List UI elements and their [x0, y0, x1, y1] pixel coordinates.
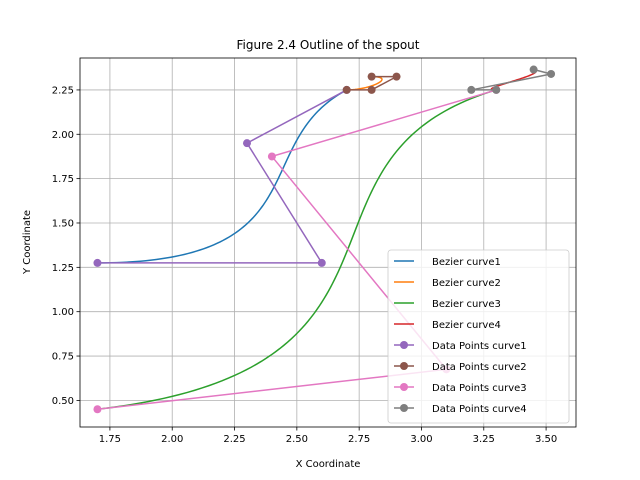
- chart-title: Figure 2.4 Outline of the spout: [237, 38, 420, 52]
- data-point-marker: [367, 72, 376, 81]
- data-points-line-1: [97, 89, 348, 264]
- legend: Bezier curve1 Bezier curve2 Bezier curve3 B…: [387, 249, 570, 424]
- plot-frame: [79, 57, 577, 428]
- y-tick-label: 1.25: [52, 263, 74, 274]
- data-point-marker: [529, 65, 538, 74]
- legend-marker: [400, 404, 408, 412]
- x-tick-label: 3.50: [535, 434, 557, 445]
- legend-marker: [400, 362, 408, 370]
- y-axis-ticks: 0.50 0.75 1.00 1.25 1.50 1.75 2.00 2.25: [52, 85, 80, 407]
- y-tick-label: 1.00: [52, 307, 74, 318]
- y-axis-label: Y Coordinate: [22, 210, 33, 275]
- x-tick-label: 1.75: [99, 434, 121, 445]
- legend-label: Data Points curve1: [432, 341, 527, 352]
- bezier-curve-3: [97, 89, 497, 411]
- legend-label: Bezier curve4: [432, 320, 501, 331]
- data-point-marker: [467, 85, 476, 94]
- plot-series: [93, 65, 556, 414]
- legend-marker: [400, 341, 408, 349]
- data-point-marker: [93, 258, 102, 267]
- bezier-curve-1: [97, 89, 348, 264]
- y-tick-label: 0.75: [52, 352, 74, 363]
- y-tick-label: 0.50: [52, 396, 74, 407]
- legend-box: [387, 249, 570, 424]
- y-tick-label: 2.25: [52, 85, 74, 96]
- data-points-line-2: [346, 75, 397, 91]
- legend-label: Data Points curve3: [432, 383, 527, 394]
- data-points-line-4: [471, 68, 552, 91]
- y-tick-label: 1.75: [52, 174, 74, 185]
- x-tick-label: 3.00: [410, 434, 432, 445]
- x-tick-label: 2.50: [286, 434, 308, 445]
- data-point-marker: [342, 85, 351, 94]
- x-tick-label: 3.25: [473, 434, 495, 445]
- legend-marker: [400, 383, 408, 391]
- x-tick-label: 2.75: [348, 434, 370, 445]
- x-axis-label: X Coordinate: [296, 459, 361, 470]
- legend-label: Data Points curve4: [432, 404, 527, 415]
- x-tick-label: 2.25: [223, 434, 245, 445]
- y-tick-label: 1.50: [52, 218, 74, 229]
- data-point-marker: [242, 139, 251, 148]
- x-axis-ticks: 1.75 2.00 2.25 2.50 2.75 3.00 3.25 3.50: [99, 427, 557, 445]
- legend-label: Bezier curve2: [432, 278, 501, 289]
- data-point-marker: [367, 85, 376, 94]
- data-points-line-3: [97, 89, 497, 411]
- data-point-marker: [492, 85, 501, 94]
- data-point-marker: [267, 152, 276, 161]
- legend-label: Bezier curve1: [432, 257, 501, 268]
- data-point-marker: [392, 72, 401, 81]
- data-point-marker: [93, 405, 102, 414]
- x-tick-label: 2.00: [161, 434, 183, 445]
- data-point-marker: [317, 258, 326, 267]
- data-point-marker: [547, 69, 556, 78]
- legend-label: Bezier curve3: [432, 299, 501, 310]
- legend-label: Data Points curve2: [432, 362, 527, 373]
- bezier-curve-2: [346, 75, 383, 91]
- y-tick-label: 2.00: [52, 130, 74, 141]
